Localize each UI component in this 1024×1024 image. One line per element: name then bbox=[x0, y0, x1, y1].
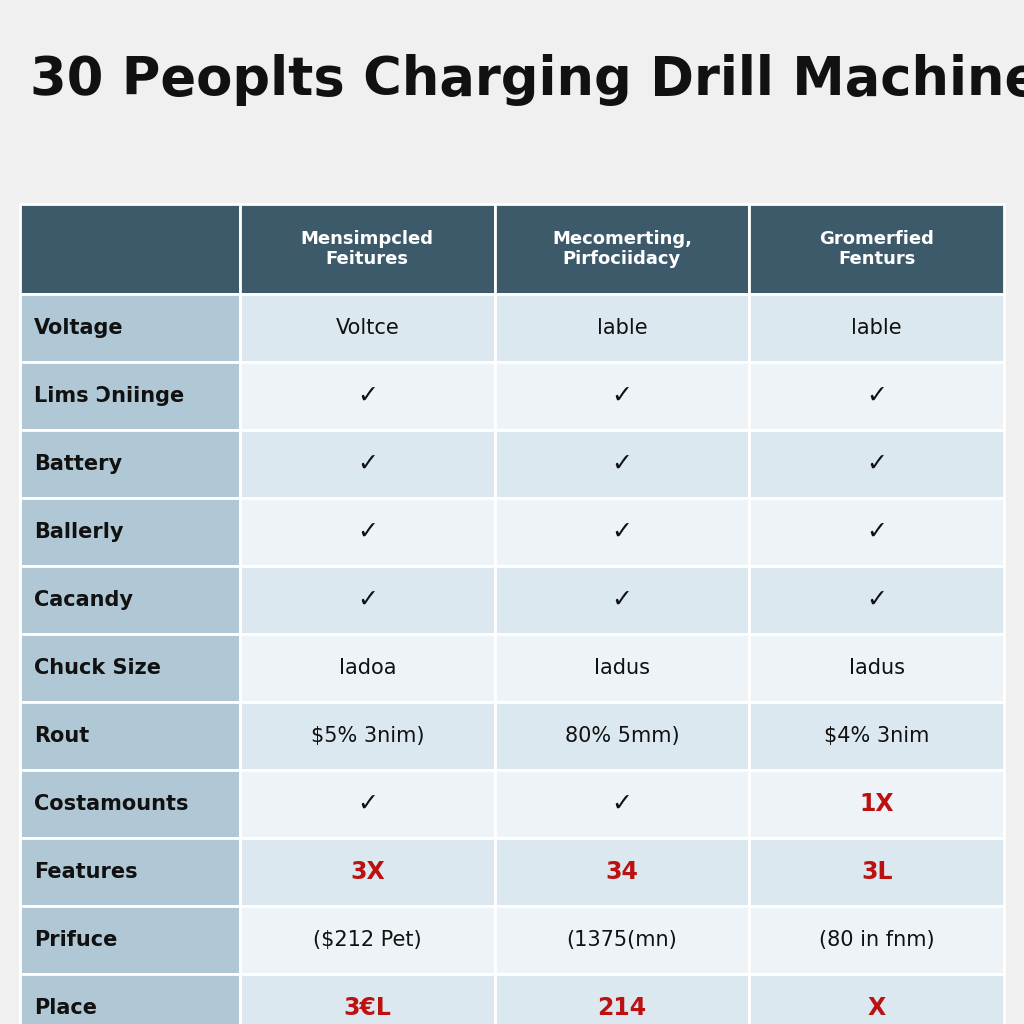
Text: 80% 5mm): 80% 5mm) bbox=[564, 726, 679, 746]
Text: ✓: ✓ bbox=[356, 588, 378, 612]
Bar bbox=[750, 294, 1004, 362]
Text: ✓: ✓ bbox=[866, 588, 887, 612]
Bar bbox=[20, 566, 240, 634]
Bar bbox=[240, 204, 495, 294]
Text: 30 Peoplts Charging Drill Machines: 30 Peoplts Charging Drill Machines bbox=[30, 54, 1024, 106]
Text: Prifuce: Prifuce bbox=[34, 930, 118, 950]
Bar bbox=[495, 498, 750, 566]
Bar bbox=[495, 906, 750, 974]
Text: ✓: ✓ bbox=[866, 520, 887, 544]
Text: X: X bbox=[867, 996, 886, 1020]
Bar bbox=[750, 838, 1004, 906]
Text: ✓: ✓ bbox=[866, 384, 887, 408]
Bar bbox=[240, 430, 495, 498]
Text: ✓: ✓ bbox=[611, 588, 633, 612]
Text: 214: 214 bbox=[597, 996, 646, 1020]
Bar bbox=[750, 906, 1004, 974]
Text: Mensimpcled
Feitures: Mensimpcled Feitures bbox=[301, 229, 434, 268]
Text: ✓: ✓ bbox=[611, 452, 633, 476]
Bar bbox=[20, 430, 240, 498]
Text: ($212 Pet): ($212 Pet) bbox=[313, 930, 422, 950]
Bar bbox=[750, 204, 1004, 294]
Text: lable: lable bbox=[597, 318, 647, 338]
Bar bbox=[20, 362, 240, 430]
Text: 3X: 3X bbox=[350, 860, 385, 884]
Text: Cacandy: Cacandy bbox=[34, 590, 133, 610]
Bar bbox=[240, 838, 495, 906]
Bar bbox=[495, 294, 750, 362]
Bar bbox=[20, 498, 240, 566]
Bar bbox=[495, 838, 750, 906]
Bar bbox=[495, 974, 750, 1024]
Text: (1375(mn): (1375(mn) bbox=[566, 930, 677, 950]
Text: $4% 3nim: $4% 3nim bbox=[824, 726, 930, 746]
Text: ✓: ✓ bbox=[611, 520, 633, 544]
Bar bbox=[240, 634, 495, 702]
Text: ✓: ✓ bbox=[356, 792, 378, 816]
Text: Lims Ɔniinge: Lims Ɔniinge bbox=[34, 386, 184, 406]
Bar bbox=[20, 204, 240, 294]
Bar bbox=[495, 702, 750, 770]
Text: Ballerly: Ballerly bbox=[34, 522, 124, 542]
Text: ✓: ✓ bbox=[356, 520, 378, 544]
Bar bbox=[495, 566, 750, 634]
Text: $5% 3nim): $5% 3nim) bbox=[310, 726, 424, 746]
Bar bbox=[750, 634, 1004, 702]
Bar bbox=[240, 770, 495, 838]
Text: 1X: 1X bbox=[859, 792, 894, 816]
Bar bbox=[240, 498, 495, 566]
Text: Iadus: Iadus bbox=[849, 658, 904, 678]
Text: lable: lable bbox=[851, 318, 902, 338]
Bar bbox=[240, 566, 495, 634]
Bar bbox=[240, 974, 495, 1024]
Text: ✓: ✓ bbox=[866, 452, 887, 476]
Bar bbox=[240, 362, 495, 430]
Bar bbox=[750, 974, 1004, 1024]
Bar bbox=[20, 906, 240, 974]
Bar bbox=[495, 634, 750, 702]
Bar bbox=[20, 974, 240, 1024]
Text: Voltce: Voltce bbox=[336, 318, 399, 338]
Text: Voltage: Voltage bbox=[34, 318, 124, 338]
Text: ✓: ✓ bbox=[611, 792, 633, 816]
Bar bbox=[750, 566, 1004, 634]
Bar bbox=[495, 204, 750, 294]
Bar bbox=[750, 498, 1004, 566]
Bar bbox=[20, 294, 240, 362]
Bar bbox=[750, 430, 1004, 498]
Text: Place: Place bbox=[34, 998, 97, 1018]
Text: Features: Features bbox=[34, 862, 137, 882]
Bar bbox=[750, 702, 1004, 770]
Bar bbox=[240, 906, 495, 974]
Text: Rout: Rout bbox=[34, 726, 89, 746]
Bar bbox=[750, 362, 1004, 430]
Text: Battery: Battery bbox=[34, 454, 122, 474]
Text: (80 in fnm): (80 in fnm) bbox=[819, 930, 935, 950]
Text: Mecomerting,
Pirfociidacy: Mecomerting, Pirfociidacy bbox=[552, 229, 692, 268]
Bar bbox=[495, 362, 750, 430]
Text: Iadus: Iadus bbox=[594, 658, 650, 678]
Text: Iadoa: Iadoa bbox=[339, 658, 396, 678]
Text: 3L: 3L bbox=[861, 860, 893, 884]
Bar bbox=[20, 770, 240, 838]
Bar bbox=[20, 702, 240, 770]
Bar bbox=[495, 770, 750, 838]
Bar bbox=[20, 634, 240, 702]
Text: ✓: ✓ bbox=[356, 384, 378, 408]
Bar bbox=[750, 770, 1004, 838]
Text: 3€L: 3€L bbox=[343, 996, 391, 1020]
Text: Chuck Size: Chuck Size bbox=[34, 658, 161, 678]
Bar bbox=[240, 702, 495, 770]
Text: 34: 34 bbox=[605, 860, 638, 884]
Bar bbox=[495, 430, 750, 498]
Text: ✓: ✓ bbox=[611, 384, 633, 408]
Bar bbox=[240, 294, 495, 362]
Text: Gromerfied
Fenturs: Gromerfied Fenturs bbox=[819, 229, 934, 268]
Text: ✓: ✓ bbox=[356, 452, 378, 476]
Text: Costamounts: Costamounts bbox=[34, 794, 188, 814]
Bar bbox=[20, 838, 240, 906]
